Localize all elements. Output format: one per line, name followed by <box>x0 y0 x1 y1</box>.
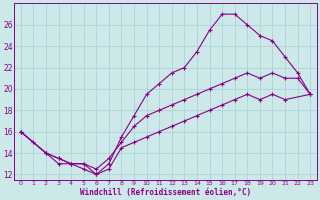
X-axis label: Windchill (Refroidissement éolien,°C): Windchill (Refroidissement éolien,°C) <box>80 188 251 197</box>
